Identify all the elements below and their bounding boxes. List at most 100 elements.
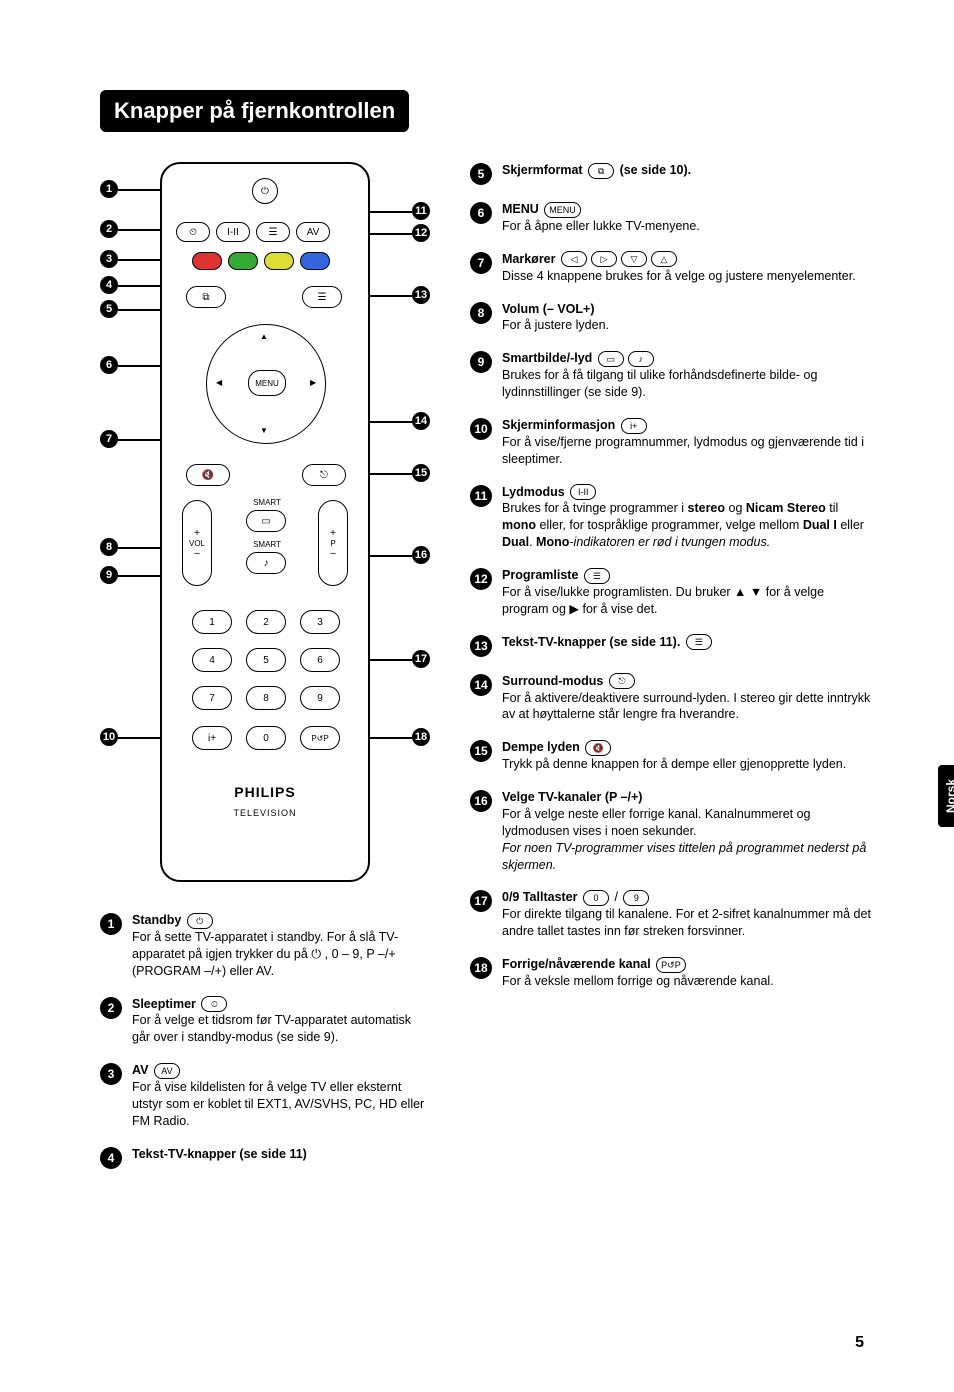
brand-label: PHILIPS — [162, 784, 368, 800]
item-number: 5 — [470, 163, 492, 185]
item-desc: For å justere lyden. — [502, 317, 874, 334]
callout-9: 9 — [100, 566, 118, 584]
item-title: Smartbilde/-lyd — [502, 351, 592, 365]
p-rocker: + P – — [318, 500, 348, 586]
inline-icon: 🔇 — [585, 740, 611, 756]
callout-15: 15 — [412, 464, 430, 482]
item-body: Dempe lyden 🔇Trykk på denne knappen for … — [502, 739, 874, 773]
item-18: 18Forrige/nåværende kanal P↺PFor å veksl… — [470, 956, 874, 990]
inline-icon: AV — [154, 1063, 180, 1079]
mute-icon: 🔇 — [186, 464, 230, 486]
sleeptimer-icon: ⏲ — [176, 222, 210, 242]
digit-0: 0 — [246, 726, 286, 750]
item-number: 15 — [470, 740, 492, 762]
plus-icon: + — [330, 528, 336, 539]
inline-icon: ⏲ — [201, 996, 227, 1012]
smart-sound-icon: ♪ — [246, 552, 286, 574]
inline-icon: ☰ — [686, 634, 712, 650]
format-icon: ⧉ — [186, 286, 226, 308]
item-number: 8 — [470, 302, 492, 324]
item-desc: Brukes for å få tilgang til ulike forhån… — [502, 367, 874, 401]
callout-3: 3 — [100, 250, 118, 268]
remote-diagram: ⏻ ⏲ I-II ☰ AV ⧉ ☰ MENU ▲ ▼ ◀ — [100, 162, 430, 882]
item-title: MENU — [502, 202, 539, 216]
item-title: Programliste — [502, 568, 578, 582]
callout-4: 4 — [100, 276, 118, 294]
callout-5: 5 — [100, 300, 118, 318]
inline-icon: ⧉ — [588, 163, 614, 179]
remote-body: ⏻ ⏲ I-II ☰ AV ⧉ ☰ MENU ▲ ▼ ◀ — [160, 162, 370, 882]
item-body: Markører ◁▷▽△Disse 4 knappene brukes for… — [502, 251, 874, 285]
item-title: Forrige/nåværende kanal — [502, 957, 651, 971]
callout-11: 11 — [412, 202, 430, 220]
item-title: Standby — [132, 913, 181, 927]
item-11: 11Lydmodus I-IIBrukes for å tvinge progr… — [470, 484, 874, 552]
callout-13: 13 — [412, 286, 430, 304]
menu-button-icon: MENU — [248, 370, 286, 396]
callout-6: 6 — [100, 356, 118, 374]
item-body: Tekst-TV-knapper (se side 11) — [132, 1146, 430, 1163]
item-number: 16 — [470, 790, 492, 812]
item-title: Skjerminformasjon — [502, 418, 615, 432]
item-number: 1 — [100, 913, 122, 935]
item-3: 3 AV AVFor å vise kildelisten for å velge… — [100, 1062, 430, 1130]
item-17: 170/9 Talltaster 0 / 9For direkte tilgan… — [470, 889, 874, 940]
inline-icon: ▷ — [591, 251, 617, 267]
digit-7: 7 — [192, 686, 232, 710]
arrow-down-icon: ▼ — [260, 426, 268, 435]
item-number: 14 — [470, 674, 492, 696]
item-desc: For å velge et tidsrom før TV-apparatet … — [132, 1012, 430, 1046]
item-desc: For å veksle mellom forrige og nåværende… — [502, 973, 874, 990]
left-items: 1 Standby ⏻For å sette TV-apparatet i sta… — [100, 912, 430, 1169]
item-title: Velge TV-kanaler (P –/+) — [502, 790, 642, 804]
item-body: MENU MENUFor å åpne eller lukke TV-menye… — [502, 201, 874, 235]
item-title: Tekst-TV-knapper (se side 11) — [132, 1147, 307, 1161]
item-5: 5Skjermformat ⧉ (se side 10). — [470, 162, 874, 185]
item-title: Volum (– VOL+) — [502, 302, 595, 316]
item-desc: For å åpne eller lukke TV-menyene. — [502, 218, 874, 235]
item-body: Tekst-TV-knapper (se side 11). ☰ — [502, 634, 874, 651]
digit-9: 9 — [300, 686, 340, 710]
power-icon: ⏻ — [252, 178, 278, 204]
item-6: 6 MENU MENUFor å åpne eller lukke TV-meny… — [470, 201, 874, 235]
item-4: 4 Tekst-TV-knapper (se side 11) — [100, 1146, 430, 1169]
item-number: 17 — [470, 890, 492, 912]
item-title: Surround-modus — [502, 674, 603, 688]
item-desc: For å vise kildelisten for å velge TV el… — [132, 1079, 430, 1130]
item-number: 4 — [100, 1147, 122, 1169]
callout-7: 7 — [100, 430, 118, 448]
callout-10: 10 — [100, 728, 118, 746]
minus-icon: – — [194, 548, 200, 559]
right-items: 5Skjermformat ⧉ (se side 10). 6 MENU MENUF… — [470, 162, 874, 1185]
inline-icon: ▽ — [621, 251, 647, 267]
item-body: Velge TV-kanaler (P –/+)For å velge nest… — [502, 789, 874, 873]
item-7: 7 Markører ◁▷▽△Disse 4 knappene brukes fo… — [470, 251, 874, 285]
item-12: 12Programliste ☰For å vise/lukke program… — [470, 567, 874, 618]
item-number: 10 — [470, 418, 492, 440]
item-1: 1 Standby ⏻For å sette TV-apparatet i sta… — [100, 912, 430, 980]
item-number: 12 — [470, 568, 492, 590]
main-layout: ⏻ ⏲ I-II ☰ AV ⧉ ☰ MENU ▲ ▼ ◀ — [100, 162, 874, 1185]
item-10: 10Skjerminformasjon i+For å vise/fjerne … — [470, 417, 874, 468]
digit-2: 2 — [246, 610, 286, 634]
item-desc: Trykk på denne knappen for å dempe eller… — [502, 756, 874, 773]
teletext-red-icon — [192, 252, 222, 270]
inline-icon: P↺P — [656, 957, 686, 973]
item-body: AV AVFor å vise kildelisten for å velge … — [132, 1062, 430, 1130]
item-title: 0/9 Talltaster — [502, 890, 578, 904]
item-number: 3 — [100, 1063, 122, 1085]
item-number: 6 — [470, 202, 492, 224]
inline-icon: ⎋ — [609, 673, 635, 689]
item-16: 16 Velge TV-kanaler (P –/+)For å velge ne… — [470, 789, 874, 873]
item-desc: For direkte tilgang til kanalene. For et… — [502, 906, 874, 940]
item-number: 7 — [470, 252, 492, 274]
item-body: Standby ⏻For å sette TV-apparatet i stan… — [132, 912, 430, 980]
item-note: For noen TV-programmer vises tittelen på… — [502, 840, 874, 874]
digit-1: 1 — [192, 610, 232, 634]
programlist-icon: ☰ — [256, 222, 290, 242]
inline-icon: ⏻ — [187, 913, 213, 929]
item-desc: For å sette TV-apparatet i standby. For … — [132, 929, 430, 980]
inline-icon: ▭ — [598, 351, 624, 367]
callout-18: 18 — [412, 728, 430, 746]
inline-icon: ♪ — [628, 351, 654, 367]
